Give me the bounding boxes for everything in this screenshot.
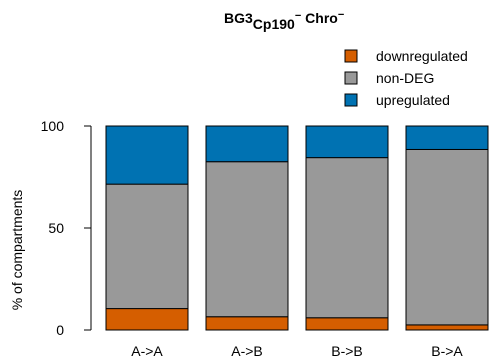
y-tick-label: 0: [56, 322, 64, 338]
x-axis-labels: A->A A->B B->B B->A: [131, 343, 463, 359]
bar-segment-upregulated: [405, 125, 489, 150]
bar-segment-upregulated: [305, 125, 389, 159]
legend-swatch: [344, 93, 358, 107]
bar-segment-upregulated: [205, 125, 289, 163]
bar-group: [105, 125, 189, 331]
legend-label: downregulated: [376, 48, 468, 64]
title-base: BG3: [224, 10, 253, 26]
legend-item: upregulated: [344, 92, 450, 108]
x-tick-label: B->B: [331, 343, 363, 359]
bar-group: [305, 125, 389, 331]
x-tick-label: A->A: [131, 343, 163, 359]
legend-swatch: [344, 49, 358, 63]
title-after: Chro: [301, 10, 338, 26]
y-tick-label: 50: [48, 220, 64, 236]
legend-item: downregulated: [344, 48, 468, 64]
legend-label: non-DEG: [376, 70, 434, 86]
bar-segment-non-deg: [405, 148, 489, 326]
bars: [105, 125, 489, 331]
legend-item: non-DEG: [344, 70, 434, 86]
bar-group: [205, 125, 289, 331]
y-axis-label: % of compartments: [9, 190, 25, 311]
x-tick-label: A->B: [231, 343, 263, 359]
chart-title: BG3Cp190− Chro−: [224, 9, 344, 32]
legend-label: upregulated: [376, 92, 450, 108]
y-tick-label: 100: [41, 118, 65, 134]
bar-group: [405, 125, 489, 331]
bar-segment-downregulated: [105, 308, 189, 331]
y-axis: 0 50 100: [41, 118, 92, 338]
bar-segment-downregulated: [405, 324, 489, 331]
bar-segment-non-deg: [305, 157, 389, 319]
legend: downregulated non-DEG upregulated: [344, 48, 468, 108]
x-tick-label: B->A: [431, 343, 463, 359]
legend-swatch: [344, 71, 358, 85]
bar-segment-non-deg: [205, 161, 289, 318]
bar-segment-non-deg: [105, 183, 189, 310]
title-subscript-superscript: −: [295, 10, 301, 22]
title-subscript: Cp190: [253, 16, 295, 32]
bar-segment-downregulated: [205, 316, 289, 331]
bar-segment-upregulated: [105, 125, 189, 185]
bar-segment-downregulated: [305, 317, 389, 331]
title-after-superscript: −: [338, 9, 344, 21]
